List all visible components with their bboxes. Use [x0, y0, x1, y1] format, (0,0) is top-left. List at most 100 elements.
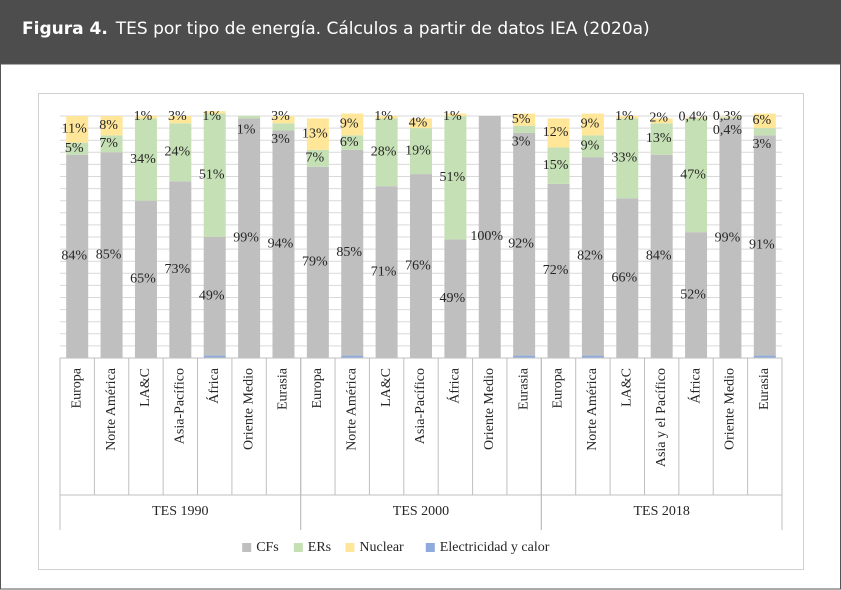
bar-segment	[306, 118, 329, 150]
bar-segment	[513, 125, 536, 133]
bar-segment	[410, 118, 432, 129]
bar-segment	[547, 118, 570, 148]
data-label: 7%	[99, 136, 118, 151]
data-label: 79%	[302, 255, 328, 270]
bar-segment	[203, 111, 226, 114]
data-label: 12%	[543, 125, 569, 140]
data-label: 6%	[340, 135, 359, 150]
data-label: 1%	[443, 109, 462, 124]
data-label: 82%	[577, 249, 603, 264]
bar-segment	[753, 135, 776, 356]
x-tick-label: Europa	[310, 367, 325, 408]
bar-segment	[306, 149, 329, 167]
x-tick-label: África	[205, 367, 222, 404]
bar-segment	[616, 116, 639, 119]
legend-swatch	[242, 543, 252, 552]
data-label: 65%	[130, 272, 156, 287]
data-label: 9%	[581, 138, 600, 153]
bar-segment	[547, 147, 570, 184]
bar-segment	[444, 239, 467, 358]
bar-segment	[478, 116, 501, 358]
data-label: 100%	[470, 229, 503, 244]
bar-segment	[134, 200, 157, 358]
data-label: 8%	[99, 118, 118, 133]
data-label: 49%	[440, 291, 466, 306]
bar-segment	[341, 135, 364, 150]
data-label: 11%	[62, 122, 87, 137]
bar-segment	[685, 118, 708, 233]
data-label: 94%	[268, 236, 294, 251]
data-label: 0,4%	[713, 123, 743, 138]
data-label: 33%	[611, 151, 637, 166]
x-tick-label: LA&C	[379, 368, 394, 407]
data-label: 1%	[374, 109, 393, 124]
bar-segment	[169, 123, 192, 182]
data-label: 9%	[340, 117, 359, 132]
data-label: 3%	[168, 109, 187, 124]
bar-segment	[444, 116, 467, 240]
legend-swatch	[425, 543, 435, 552]
data-label: 72%	[543, 263, 569, 278]
bar-segment	[100, 116, 123, 136]
x-tick-label: Oriente Medio	[482, 368, 497, 450]
bar-segment	[581, 355, 604, 358]
data-label: 1%	[134, 109, 153, 124]
bar-segment	[272, 130, 295, 358]
bar-segment	[375, 186, 398, 358]
group-label: TES 2018	[633, 504, 689, 519]
bar-segment	[134, 116, 157, 119]
data-label: 15%	[543, 158, 569, 173]
legend-label: Nuclear	[359, 540, 404, 555]
bar-segment	[547, 183, 570, 358]
legend-label: ERs	[308, 540, 331, 555]
bar-segment	[341, 149, 364, 356]
bar-segment	[169, 116, 192, 124]
bar-segment	[203, 113, 226, 237]
x-tick-label: Oriente Medio	[241, 368, 256, 450]
bar-segment	[616, 118, 639, 199]
data-label: 92%	[508, 236, 534, 251]
legend-swatch	[345, 543, 355, 552]
bar-segment	[513, 355, 536, 358]
bar-segment	[650, 118, 673, 124]
bar-segment	[753, 113, 776, 129]
data-label: 5%	[512, 112, 531, 127]
data-label: 0,4%	[678, 110, 708, 125]
bar-segment	[341, 355, 364, 358]
bar-segment	[203, 237, 226, 356]
legend-swatch	[293, 543, 303, 552]
bar-segment	[238, 118, 261, 358]
bar-segment	[134, 118, 157, 201]
data-label: 1%	[615, 109, 634, 124]
bar-segment	[581, 135, 604, 158]
x-tick-label: Europa	[551, 367, 566, 408]
x-tick-label: Norte América	[104, 367, 119, 451]
data-label: 51%	[199, 168, 225, 183]
x-tick-label: Oriente Medio	[723, 368, 738, 450]
bar-segment	[650, 123, 673, 155]
group-label: TES 2000	[393, 504, 449, 519]
data-label: 49%	[199, 289, 225, 304]
x-tick-label: LA&C	[620, 368, 635, 407]
bar-segment	[410, 128, 432, 175]
bar-segment	[100, 152, 123, 358]
data-label: 73%	[164, 262, 190, 277]
data-label: 76%	[405, 258, 431, 273]
bar-segment	[306, 166, 329, 358]
data-label: 1%	[202, 109, 221, 124]
legend-label: Electricidad y calor	[440, 540, 550, 555]
x-tick-label: Eurasia	[757, 367, 772, 410]
header: Figura 4. TES por tipo de energía. Cálcul…	[0, 0, 841, 64]
legend-label: CFs	[256, 540, 279, 555]
data-label: 71%	[371, 264, 397, 279]
x-tick-label: Eurasia	[516, 367, 531, 410]
data-label: 47%	[680, 168, 706, 183]
bar-segment	[719, 117, 742, 119]
data-label: 24%	[164, 145, 190, 160]
bar-segment	[685, 117, 708, 119]
data-label: 84%	[61, 249, 87, 264]
bar-segment	[616, 198, 639, 358]
x-tick-label: Norte América	[344, 367, 359, 451]
